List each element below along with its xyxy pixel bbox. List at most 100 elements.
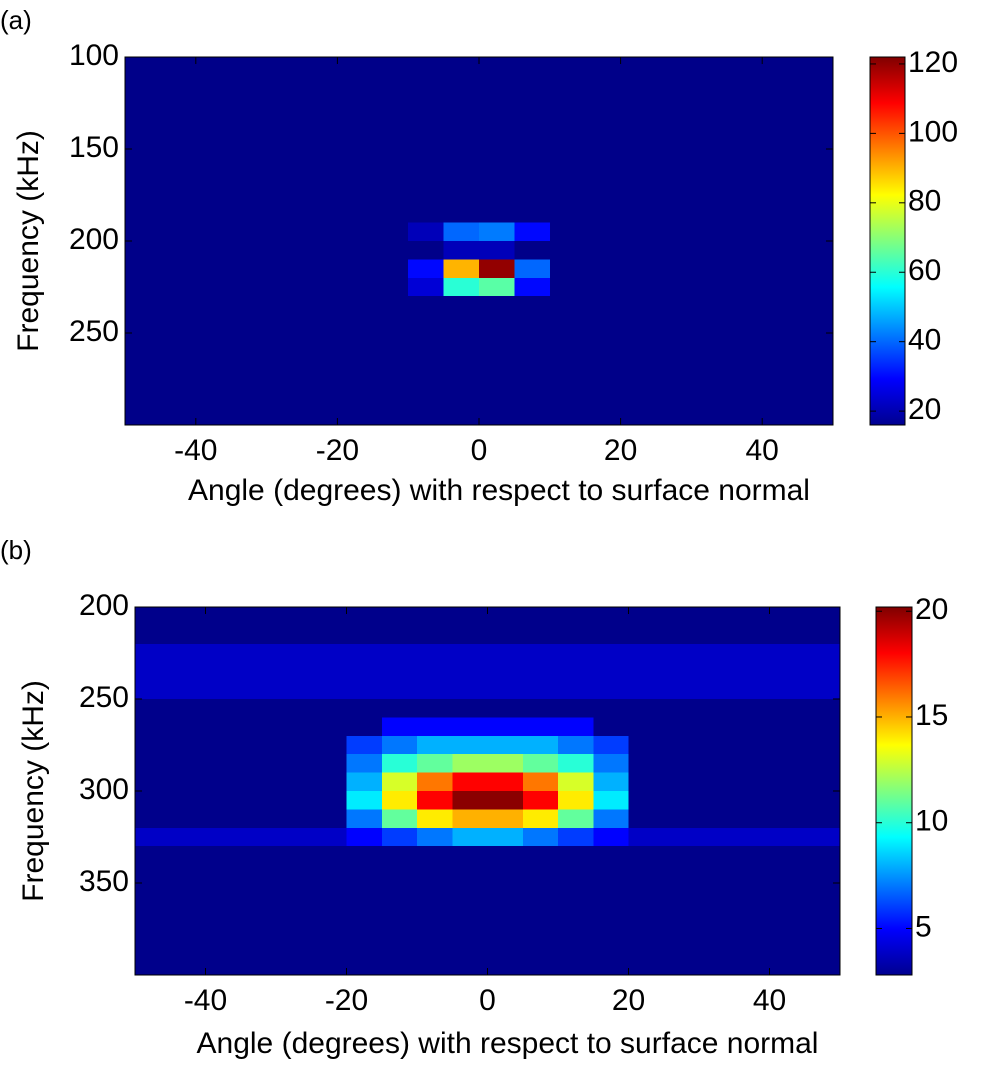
heatmap-cell [549,241,586,260]
heatmap-cell [656,369,692,389]
heatmap-cell [443,241,480,260]
y-axis-label: Frequency (kHz) [12,130,45,352]
heatmap-cell [656,167,692,187]
heatmap-cell [522,625,559,645]
heatmap-cell [160,57,197,76]
heatmap-cell [522,680,559,700]
heatmap-cell [231,57,268,76]
heatmap-cell [443,388,480,408]
heatmap-cell [797,351,834,371]
heatmap-cell [231,241,268,260]
heatmap-cell [408,75,445,95]
heatmap-cell [125,259,161,279]
heatmap-cell [585,277,622,297]
heatmap-cell [699,809,735,829]
heatmap-cell [726,75,763,95]
heatmap-cell [170,901,206,921]
heatmap-cell [195,296,232,316]
heatmap-cell [408,93,445,113]
heatmap-cell [125,388,161,408]
heatmap-cell [804,919,841,939]
heatmap-cell [160,277,197,297]
heatmap-cell [346,717,383,737]
heatmap-cell [593,772,629,792]
heatmap-cell [514,351,551,371]
heatmap-cell [549,149,586,168]
heatmap-cell [311,883,347,902]
y-tick-label: 200 [79,589,129,622]
heatmap-cell [372,57,409,76]
heatmap-cell [346,919,383,939]
heatmap-cell [479,112,515,132]
heatmap-cell [620,75,657,95]
heatmap-cell [408,259,445,279]
heatmap-cell [558,809,594,829]
heatmap-cell [443,277,480,297]
heatmap-cell [656,388,692,408]
x-tick-label: -40 [184,984,227,1017]
heatmap-cell [311,846,347,866]
heatmap-cell [452,938,488,958]
heatmap-cell [240,827,277,847]
heatmap-cell [452,864,488,884]
heatmap-cell [231,222,268,242]
heatmap-cell [240,643,277,663]
colorbar-tick-label: 20 [908,393,941,426]
heatmap-cell [337,222,374,242]
heatmap-cell [656,277,692,297]
heatmap-cell [628,883,665,902]
x-tick-label: -20 [316,434,359,467]
heatmap-cell [558,883,594,902]
heatmap-cell [417,938,453,958]
heatmap-cell [240,809,277,829]
heatmap-cell [372,406,409,426]
heatmap-cell [337,277,374,297]
heatmap-cell [762,93,799,113]
heatmap-cell [417,754,453,774]
heatmap-cell [797,167,834,187]
heatmap-cell [726,296,763,316]
heatmap-cell [302,369,338,389]
heatmap-cell [346,846,383,866]
heatmap-cell [656,130,692,150]
heatmap-cell [663,938,700,958]
heatmap-cell [205,883,242,902]
heatmap-cell [311,864,347,884]
heatmap-cell [558,735,594,755]
panel-label: (b) [0,535,32,565]
heatmap-cell [231,204,268,224]
heatmap-cell [417,864,453,884]
heatmap-cell [522,772,559,792]
heatmap-cell [514,149,551,168]
heatmap-cell [797,204,834,224]
heatmap-cell [408,369,445,389]
heatmap-cell [408,388,445,408]
heatmap-cell [726,185,763,205]
heatmap-cell [195,277,232,297]
heatmap-cell [346,680,383,700]
heatmap-cell [125,130,161,150]
heatmap-cell [337,406,374,426]
heatmap-cell [522,883,559,902]
heatmap-cell [266,259,303,279]
heatmap-cell [734,625,770,645]
heatmap-cell [726,130,763,150]
heatmap-cell [443,149,480,168]
heatmap-cell [628,956,665,976]
heatmap-cell [487,883,524,902]
heatmap-cell [691,167,728,187]
heatmap-cell [240,680,277,700]
heatmap-cell [620,57,657,76]
heatmap-cell [417,901,453,921]
heatmap-cell [276,754,312,774]
heatmap-cell [231,369,268,389]
heatmap-cell [302,406,338,426]
heatmap-cell [417,717,453,737]
heatmap-cell [656,314,692,334]
colorbar-tick-label: 120 [908,46,958,79]
heatmap-cell [195,241,232,260]
heatmap-cell [663,919,700,939]
heatmap-cell [514,277,551,297]
heatmap-cell [160,112,197,132]
heatmap-cell [558,607,594,626]
